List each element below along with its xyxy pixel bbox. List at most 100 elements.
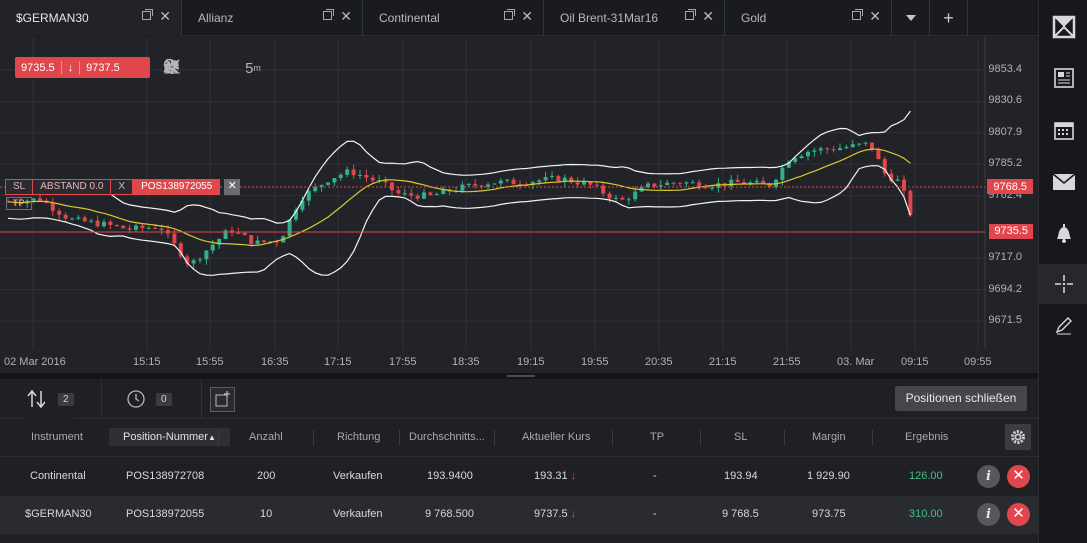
x-tick-label: 21:55: [773, 356, 801, 368]
orders-count-badge: 0: [156, 392, 172, 406]
candle-body: [332, 178, 337, 183]
table-row[interactable]: $GERMAN30 POS138972055 10 Verkaufen 9 76…: [0, 496, 1038, 534]
cell-margin: 973.75: [812, 508, 846, 520]
add-tab-button[interactable]: +: [930, 0, 968, 36]
cell-result: 310.00: [909, 508, 943, 520]
x-tick-label: 09:55: [964, 356, 992, 368]
popout-icon[interactable]: [852, 9, 863, 20]
candle-body: [556, 175, 561, 182]
candle-body: [364, 174, 369, 178]
candlestick-chart-canvas[interactable]: [0, 37, 1038, 373]
sl-label[interactable]: SL: [6, 180, 34, 194]
resize-grip[interactable]: [507, 375, 535, 377]
pencil-icon[interactable]: [1039, 305, 1087, 345]
quick-trade-quote[interactable]: 9735.5 ↓ 9737.5: [15, 57, 150, 78]
candle-body: [287, 219, 292, 237]
sell-price[interactable]: 9735.5: [21, 61, 55, 74]
close-icon[interactable]: ✕: [159, 8, 171, 24]
quote-divider: [60, 61, 62, 74]
candle-body: [633, 191, 638, 200]
current-price-tag: 9735.5: [989, 224, 1033, 239]
close-icon[interactable]: ✕: [340, 8, 352, 24]
candle-body: [761, 180, 766, 184]
close-icon[interactable]: ✕: [702, 8, 714, 24]
column-sl[interactable]: SL: [734, 431, 748, 443]
panel-resize-handle[interactable]: [0, 373, 1038, 379]
candle-body: [646, 183, 650, 188]
tp-label[interactable]: TP: [6, 197, 32, 210]
candle-body: [486, 184, 490, 187]
close-icon[interactable]: ✕: [521, 8, 533, 24]
tabs-dropdown-button[interactable]: [892, 0, 930, 36]
cell-result: 126.00: [909, 470, 943, 482]
indicators-icon[interactable]: [163, 58, 379, 78]
column-result[interactable]: Ergebnis: [905, 431, 949, 443]
close-position-icon[interactable]: ✕: [224, 179, 241, 195]
popout-icon[interactable]: [142, 9, 153, 20]
y-tick-label: 9694.2: [988, 282, 1022, 295]
column-instrument[interactable]: Instrument: [31, 431, 83, 443]
column-separator: [612, 430, 613, 446]
buy-price[interactable]: 9737.5: [86, 61, 120, 74]
calendar-icon[interactable]: [1039, 110, 1087, 150]
candle-body: [236, 232, 241, 234]
mail-icon[interactable]: [1039, 162, 1087, 202]
close-positions-button[interactable]: Positionen schließen: [895, 386, 1027, 411]
candle-body: [754, 180, 759, 183]
eraser-icon[interactable]: [165, 58, 451, 78]
news-icon[interactable]: [1039, 58, 1087, 98]
candle-body: [908, 190, 913, 215]
tab-orders[interactable]: 0: [126, 379, 172, 419]
tab-continental[interactable]: Continental ✕: [363, 0, 544, 36]
column-quantity[interactable]: Anzahl: [249, 431, 283, 443]
close-icon[interactable]: ✕: [869, 8, 881, 24]
info-icon[interactable]: i: [977, 503, 1000, 526]
column-position-number[interactable]: Position-Nummer▲: [109, 428, 230, 446]
bell-icon[interactable]: [1039, 213, 1087, 253]
candle-body: [786, 161, 791, 168]
tab-allianz[interactable]: Allianz ✕: [182, 0, 363, 36]
column-margin[interactable]: Margin: [812, 431, 846, 443]
tab-german30[interactable]: $GERMAN30 ✕: [0, 0, 182, 36]
info-icon[interactable]: i: [977, 465, 1000, 488]
candle-body: [204, 250, 209, 260]
candle-type-icon[interactable]: [164, 58, 307, 78]
candle-body: [857, 143, 862, 145]
candle-body: [537, 180, 542, 183]
sl-x-label[interactable]: X: [118, 181, 126, 192]
popout-icon[interactable]: [685, 9, 696, 20]
bollinger-lower-line: [7, 165, 911, 276]
candle-body: [223, 230, 228, 239]
popout-icon[interactable]: [323, 9, 334, 20]
column-tp[interactable]: TP: [650, 431, 665, 443]
column-current-price[interactable]: Aktueller Kurs: [522, 431, 591, 443]
tab-gold[interactable]: Gold ✕: [725, 0, 892, 36]
position-id-label[interactable]: POS138972055: [133, 179, 221, 195]
trendline-icon[interactable]: [164, 58, 415, 78]
tab-open-positions[interactable]: 2: [26, 379, 74, 419]
column-direction[interactable]: Richtung: [337, 431, 381, 443]
new-position-button[interactable]: [210, 387, 235, 412]
candle-body: [838, 148, 842, 151]
crosshair-icon[interactable]: [1039, 264, 1087, 304]
candle-body: [185, 256, 190, 264]
logo-icon[interactable]: [1039, 7, 1087, 47]
candle-body: [415, 195, 420, 199]
table-settings-button[interactable]: [1005, 424, 1031, 450]
close-position-button[interactable]: ✕: [1007, 465, 1030, 488]
candle-body: [594, 184, 599, 186]
candle-body: [492, 183, 497, 185]
zoom-in-icon[interactable]: [163, 58, 235, 78]
popout-icon[interactable]: [504, 9, 515, 20]
gear-icon[interactable]: [165, 58, 343, 78]
candle-body: [511, 179, 516, 185]
candle-body: [370, 177, 375, 181]
sl-distance-box[interactable]: SL ABSTAND 0.0 X: [5, 179, 134, 195]
table-row[interactable]: Continental POS138972708 200 Verkaufen 1…: [0, 458, 1038, 496]
candle-body: [70, 218, 74, 220]
column-average[interactable]: Durchschnitts...: [409, 431, 485, 443]
tab-oil-brent[interactable]: Oil Brent-31Mar16 ✕: [544, 0, 725, 36]
close-position-button[interactable]: ✕: [1007, 503, 1030, 526]
